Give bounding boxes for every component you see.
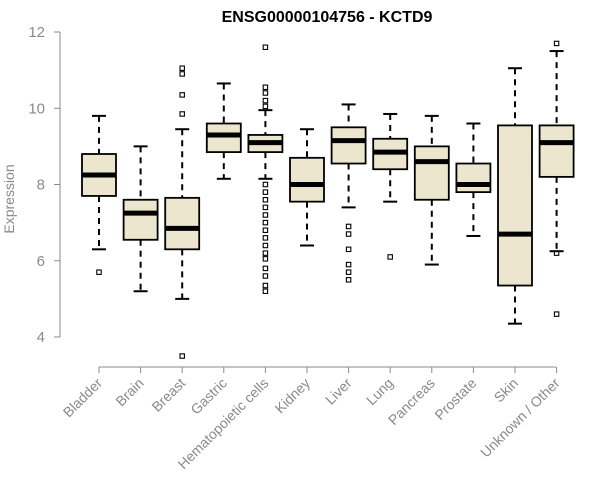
outlier-point [262,256,269,262]
outlier-point [262,242,269,249]
x-tick-label: Unknown / Other [477,375,563,461]
iqr-box [455,162,492,194]
x-tick-label: Prostate [431,375,479,423]
iqr-box [497,124,533,287]
boxes [81,40,575,359]
box-group [372,112,409,260]
box-group [122,145,159,293]
outlier-point [262,44,269,50]
x-tick-label: Breast [148,375,188,415]
outlier-point [345,269,352,275]
outlier-point [262,227,269,234]
outlier-point [345,223,352,230]
iqr-box [538,124,575,178]
outlier-point [179,65,185,71]
outlier-point [262,197,269,203]
x-tick-label: Brain [112,375,146,409]
iqr-box [205,122,242,153]
box-group [538,40,575,317]
outlier-point [345,231,352,237]
box-group [330,103,367,283]
y-axis-label: Expression [1,164,17,233]
y-ticks: 4 6 8 10 12 [28,24,60,346]
outlier-point [262,265,269,272]
outlier-point [262,181,269,188]
outlier-point [345,261,352,268]
outlier-point [262,235,269,241]
outlier-point [179,92,185,98]
outlier-point [262,273,269,279]
outlier-point [262,288,269,294]
box-group [413,114,450,266]
outlier-point [553,40,560,47]
outlier-point [262,204,269,211]
outlier-point [262,212,269,218]
outlier-point [262,219,269,226]
outlier-point [262,97,269,104]
outlier-point [262,250,269,256]
chart-title: ENSG00000104756 - KCTD9 [222,9,433,26]
y-tick-label: 8 [37,177,45,194]
outlier-point [553,250,560,256]
y-tick-label: 4 [37,329,45,346]
x-tick-label: Bladder [60,375,106,421]
x-tick-label: Kidney [272,375,314,417]
outlier-point [179,353,185,359]
box-group [455,122,492,237]
x-tick-label: Lung [363,375,396,408]
x-tick-label: Skin [491,375,522,406]
outlier-point [262,282,269,289]
outlier-point [96,269,102,275]
box-group [81,114,117,275]
box-group [164,65,201,359]
outlier-point [345,277,352,283]
x-tick-label: Liver [322,375,355,408]
iqr-box [122,198,159,241]
box-group [497,67,533,325]
outlier-point [387,254,393,260]
outlier-point [262,189,269,195]
box-group [289,128,325,247]
outlier-point [262,103,269,110]
outlier-point [179,71,185,77]
box-group [205,82,242,180]
iqr-box [289,156,325,203]
iqr-box [164,196,201,251]
iqr-box [330,126,367,165]
y-tick-label: 6 [37,253,45,270]
box-group [247,44,284,294]
outlier-point [553,311,560,317]
outlier-point [262,90,269,96]
y-tick-label: 10 [28,100,45,117]
outlier-point [179,111,185,117]
iqr-box [413,145,450,201]
y-tick-label: 12 [28,24,45,41]
outlier-point [345,246,352,253]
outlier-point [262,84,269,91]
